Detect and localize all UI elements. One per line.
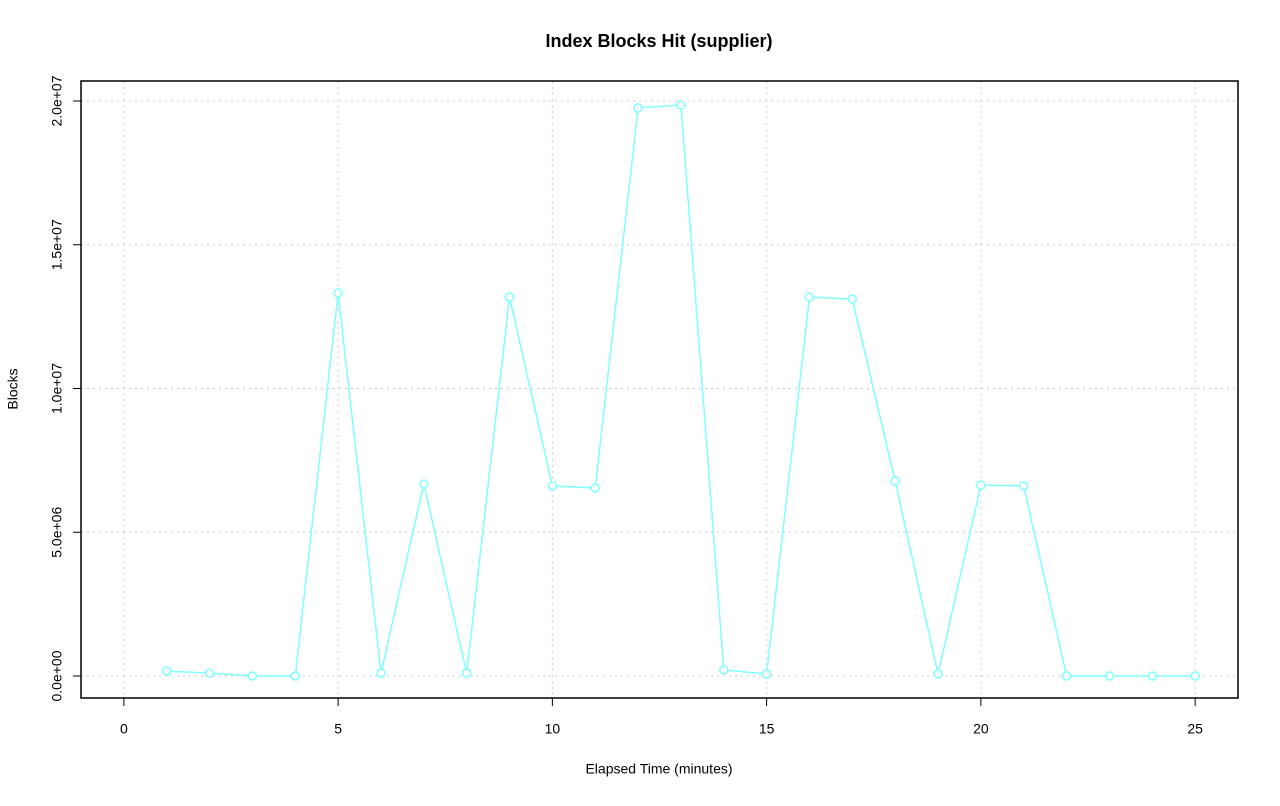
data-point	[1061, 671, 1072, 681]
data-point	[847, 294, 858, 304]
plot-frame	[80, 80, 1239, 699]
data-point	[504, 292, 515, 302]
chart-title: Index Blocks Hit (supplier)	[545, 31, 772, 51]
data-point	[719, 665, 729, 675]
y-tick-label: 0.0e+00	[49, 650, 65, 701]
data-point	[1190, 671, 1200, 681]
data-point	[976, 480, 986, 490]
x-axis-label: Elapsed Time (minutes)	[585, 761, 732, 777]
y-tick-label: 1.5e+07	[49, 219, 65, 270]
x-tick-label: 0	[120, 721, 128, 737]
data-point	[204, 668, 215, 678]
x-tick-label: 10	[545, 721, 561, 737]
data-point	[376, 668, 386, 678]
data-point	[247, 671, 258, 681]
x-tick-label: 20	[973, 721, 989, 737]
data-point	[590, 483, 600, 493]
data-point	[1018, 481, 1029, 491]
data-point	[419, 479, 429, 489]
y-axis-label: Blocks	[5, 368, 21, 409]
data-point	[290, 671, 301, 681]
data-point	[161, 666, 172, 676]
x-tick-label: 5	[334, 721, 342, 737]
y-tick-label: 1.0e+07	[49, 363, 65, 414]
data-point	[333, 288, 343, 298]
plot-area: 0 5 10 15 20 25 0.0e+00 5.0e+06 1.0e+07 1.5e+07 2.…	[49, 75, 1238, 737]
data-point	[676, 100, 686, 110]
data-point	[461, 668, 472, 678]
data-point	[633, 103, 643, 113]
x-tick-label: 15	[759, 721, 775, 737]
data-point	[1147, 671, 1158, 681]
y-tick-label: 2.0e+07	[49, 75, 65, 126]
data-point	[804, 292, 815, 302]
data-point	[933, 669, 943, 679]
data-point	[547, 481, 558, 491]
x-tick-label: 25	[1187, 721, 1203, 737]
data-point	[761, 669, 772, 679]
data-point	[890, 476, 900, 486]
y-tick-label: 5.0e+06	[49, 507, 65, 558]
data-point	[1104, 671, 1115, 681]
